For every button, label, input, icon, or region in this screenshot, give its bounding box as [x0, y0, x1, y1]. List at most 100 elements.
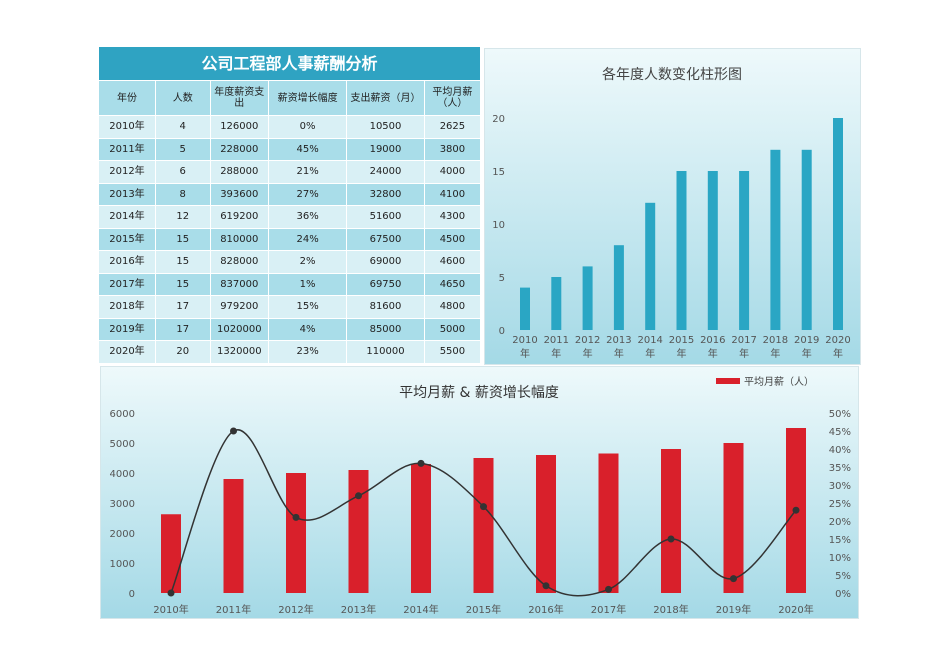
y-left-tick-label: 3000 [110, 499, 135, 510]
legend-swatch [716, 378, 740, 384]
table-cell: 15% [268, 295, 348, 319]
table-cell: 2018年 [98, 295, 156, 319]
column-header: 支出薪资（月） [346, 80, 425, 116]
x-tick-label: 年 [833, 347, 843, 360]
column-header: 人数 [154, 80, 211, 116]
bar [676, 171, 687, 330]
x-tick-label: 年 [551, 347, 561, 360]
table-cell: 5000 [423, 317, 482, 341]
table-cell: 85000 [346, 317, 425, 341]
table-cell: 12 [154, 205, 211, 229]
growth-line [170, 429, 797, 597]
bar [473, 458, 494, 593]
headcount-bar-chart: 各年度人数变化柱形图051015202010年2011年2012年2013年20… [492, 67, 850, 360]
chart-title: 各年度人数变化柱形图 [602, 67, 742, 83]
table-cell: 32800 [346, 182, 425, 206]
salary-table: 公司工程部人事薪酬分析 年份 人数 年度薪资支出 薪资增长幅度 支出薪资（月） 平均月薪（… [98, 46, 482, 364]
table-cell: 4000 [423, 160, 482, 184]
table-row: 2011年 5 228000 45% 19000 3800 [98, 137, 482, 161]
table-cell: 15 [154, 272, 211, 296]
line-marker [730, 575, 737, 583]
table-row: 2017年 15 837000 1% 69750 4650 [98, 272, 482, 296]
table-cell: 2% [268, 250, 348, 274]
x-tick-label: 2012 [575, 335, 600, 346]
table-row: 2010年 4 126000 0% 10500 2625 [98, 115, 482, 139]
legend-label: 平均月薪（人） [744, 376, 814, 388]
column-header: 薪资增长幅度 [268, 80, 348, 116]
line-marker [542, 582, 550, 590]
y-right-tick-label: 5% [835, 571, 851, 582]
line-marker [605, 585, 612, 593]
table-cell: 4300 [423, 205, 482, 229]
x-tick-label: 2017 [731, 335, 756, 346]
table-cell: 228000 [209, 137, 270, 161]
x-tick-label: 2011年 [216, 603, 251, 616]
table-row: 2015年 15 810000 24% 67500 4500 [98, 227, 482, 251]
table-cell: 67500 [346, 227, 425, 251]
table-cell: 393600 [209, 182, 270, 206]
y-right-tick-label: 50% [829, 409, 851, 420]
table-cell: 837000 [209, 272, 270, 296]
bar [833, 118, 843, 330]
y-tick-label: 20 [492, 114, 505, 125]
table-cell: 69000 [346, 250, 425, 274]
table-cell: 810000 [209, 227, 270, 251]
table-cell: 17 [154, 295, 211, 319]
table-cell: 4650 [423, 272, 482, 296]
line-marker [417, 459, 425, 467]
x-tick-label: 2011 [544, 335, 569, 346]
table-cell: 45% [268, 137, 348, 161]
x-tick-label: 2016年 [528, 603, 563, 616]
bar [645, 202, 656, 330]
table-cell: 2013年 [98, 182, 156, 206]
bar [661, 449, 681, 593]
y-left-tick-label: 5000 [110, 439, 135, 450]
bar [770, 149, 781, 330]
line-marker [292, 513, 300, 521]
x-tick-label: 年 [583, 347, 593, 360]
chart-title: 平均月薪 & 薪资增长幅度 [399, 385, 559, 401]
y-left-tick-label: 1000 [110, 559, 135, 570]
x-tick-label: 2010年 [153, 603, 188, 616]
table-row: 2016年 15 828000 2% 69000 4600 [98, 250, 482, 274]
y-right-tick-label: 20% [829, 517, 851, 528]
table-cell: 2625 [423, 115, 482, 139]
headcount-chart-panel: 各年度人数变化柱形图 0 5 10 15 20 2010 年 2011 年 2012 年 2013 年 20… [484, 48, 861, 365]
bar [723, 443, 744, 593]
y-right-tick-label: 15% [829, 535, 851, 546]
table-cell: 4800 [423, 295, 482, 319]
x-tick-label: 2015年 [466, 603, 501, 616]
x-tick-label: 2018年 [653, 603, 688, 616]
bar [286, 473, 306, 593]
x-tick-label: 2019年 [716, 603, 751, 616]
table-cell: 10500 [346, 115, 425, 139]
y-left-tick-label: 6000 [110, 409, 135, 420]
table-cell: 4100 [423, 182, 482, 206]
table-cell: 2016年 [98, 250, 156, 274]
bar [739, 171, 750, 330]
x-tick-label: 2013 [606, 335, 631, 346]
y-right-tick-label: 25% [829, 499, 851, 510]
line-marker [480, 503, 487, 511]
table-cell: 3800 [423, 137, 482, 161]
table-cell: 24000 [346, 160, 425, 184]
x-tick-label: 2020 [825, 335, 850, 346]
table-row: 2018年 17 979200 15% 81600 4800 [98, 295, 482, 319]
table-cell: 81600 [346, 295, 425, 319]
x-tick-label: 年 [614, 347, 624, 360]
bar [801, 149, 812, 330]
table-cell: 288000 [209, 160, 270, 184]
y-right-tick-label: 35% [829, 463, 851, 474]
table-cell: 1320000 [209, 340, 270, 364]
bar [223, 479, 244, 593]
bar [520, 287, 530, 330]
bar [707, 171, 718, 330]
table-cell: 2020年 [98, 340, 156, 364]
line-marker [230, 427, 237, 435]
y-tick-label: 10 [492, 220, 505, 231]
table-cell: 2010年 [98, 115, 156, 139]
bar [536, 455, 556, 593]
x-tick-label: 2019 [794, 335, 819, 346]
bar [348, 470, 369, 593]
x-tick-label: 2012年 [278, 603, 313, 616]
